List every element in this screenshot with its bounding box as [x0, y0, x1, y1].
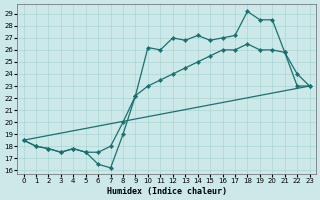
- X-axis label: Humidex (Indice chaleur): Humidex (Indice chaleur): [107, 187, 227, 196]
